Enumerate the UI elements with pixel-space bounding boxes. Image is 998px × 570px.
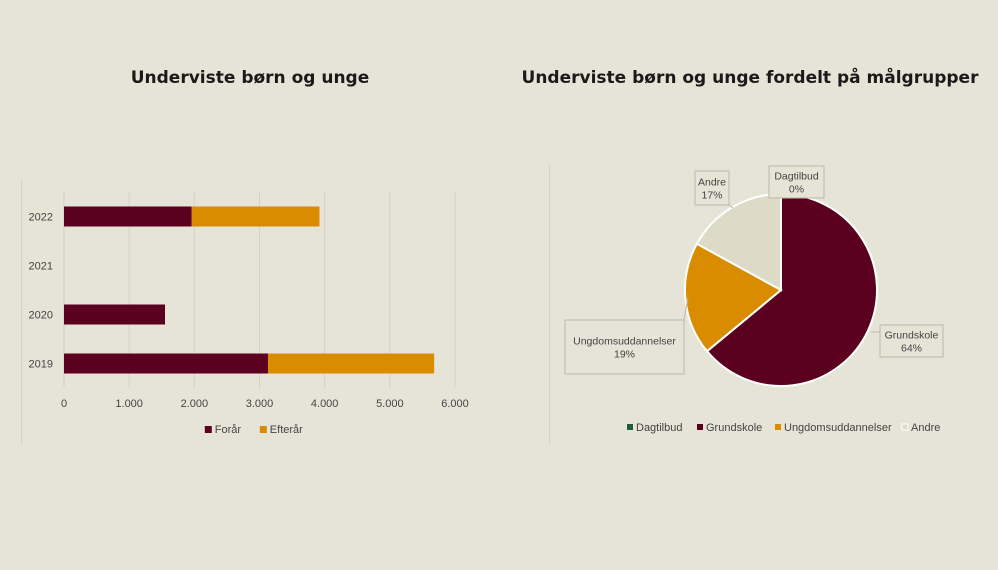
pie-chart-title: Underviste børn og unge fordelt på målgr… (521, 68, 979, 88)
legend-label: Andre (911, 422, 940, 434)
bar[interactable] (64, 304, 166, 325)
legend-label: Dagtilbud (636, 422, 682, 434)
bar-chart: 0 1.000 2.000 3.000 4.000 5.000 6.000 2022 2021 2… (29, 192, 469, 436)
data-label: Andre (698, 177, 726, 189)
legend-label: Grundskole (706, 422, 762, 434)
pie-slice[interactable] (705, 192, 878, 387)
legend-label: Ungdomsuddannelser (784, 422, 892, 434)
x-tick-label: 3.000 (246, 398, 274, 410)
data-label: 64% (901, 343, 922, 355)
x-tick-label: 5.000 (376, 398, 404, 410)
legend-swatch (627, 424, 633, 430)
x-tick-label: 6.000 (441, 398, 469, 410)
data-label: Ungdomsuddannelser (573, 336, 676, 348)
data-label: 17% (701, 190, 722, 202)
data-label: 0% (789, 184, 804, 196)
legend-swatch (204, 426, 212, 433)
x-tick-label: 0 (61, 398, 67, 410)
y-tick-label: 2021 (29, 261, 53, 273)
bar[interactable] (191, 206, 320, 227)
pie-slice[interactable] (684, 242, 783, 353)
y-tick-label: 2019 (29, 359, 53, 371)
data-label: Grundskole (885, 330, 939, 342)
legend-label: Forår (215, 424, 242, 436)
legend-swatch (775, 424, 781, 430)
data-label: 19% (614, 349, 635, 361)
bar-panel-left-border (21, 180, 22, 444)
data-label: Dagtilbud (774, 171, 819, 183)
data-label-box (768, 165, 825, 199)
legend-label: Efterår (270, 424, 303, 436)
bar[interactable] (64, 353, 268, 374)
data-label-box (564, 319, 685, 375)
data-label-box (694, 170, 730, 206)
bar[interactable] (267, 353, 435, 374)
y-tick-label: 2022 (29, 212, 53, 224)
data-label-box (879, 324, 944, 358)
x-tick-label: 1.000 (115, 398, 143, 410)
legend-swatch (697, 424, 703, 430)
x-tick-label: 4.000 (311, 398, 339, 410)
pie-panel-left-border (549, 165, 550, 444)
leader-line (728, 204, 734, 209)
legend-swatch (259, 426, 267, 433)
bar[interactable] (64, 206, 192, 227)
leader-line (683, 297, 689, 321)
y-tick-label: 2020 (29, 310, 53, 322)
pie-chart: Dagtilbud0%Grundskole64%Ungdomsuddannels… (564, 165, 944, 434)
legend-swatch (901, 423, 909, 431)
x-tick-label: 2.000 (181, 398, 209, 410)
bar-chart-title: Underviste børn og unge (130, 68, 370, 88)
